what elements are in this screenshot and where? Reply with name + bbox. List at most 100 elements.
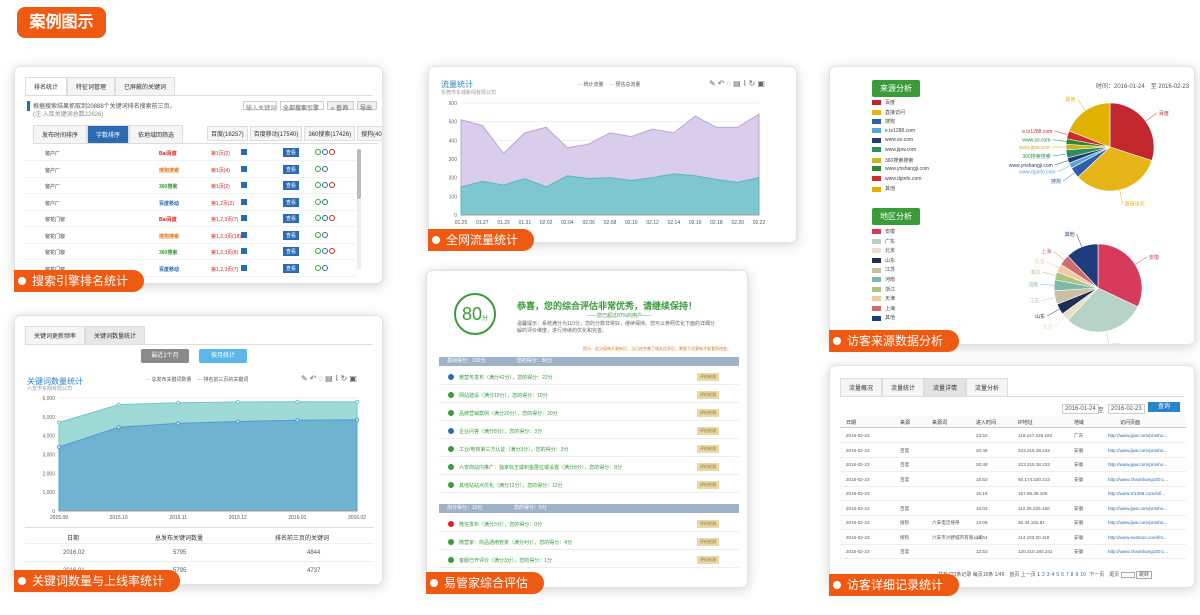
view-button[interactable]: 查看 <box>283 214 300 223</box>
status-circle-icon[interactable] <box>329 182 335 188</box>
status-circle-icon[interactable] <box>322 215 328 221</box>
page-link[interactable]: 3 <box>1046 572 1050 578</box>
snapshot-icon[interactable] <box>241 198 247 205</box>
view-button[interactable]: 查看 <box>283 230 300 240</box>
page-link[interactable]: 8 <box>1070 572 1074 578</box>
evaluate-button[interactable]: 评价检测 <box>697 427 719 435</box>
snapshot-icon[interactable] <box>241 231 247 238</box>
page-link[interactable]: 9 <box>1075 572 1079 578</box>
status-circle-icon[interactable] <box>322 248 328 254</box>
status-circle-icon[interactable] <box>315 182 321 188</box>
status-circle-icon[interactable] <box>329 248 335 254</box>
tab-traffic-stat[interactable]: 流量统计 <box>882 378 925 396</box>
zoom-icon[interactable]: ✎ <box>709 79 718 88</box>
engine-select[interactable]: 全部搜索引擎 <box>280 101 324 112</box>
query-button[interactable]: 查询 <box>1148 402 1180 412</box>
snapshot-icon[interactable] <box>241 264 247 271</box>
table-cell[interactable]: http://www.jipw.com/prosho... <box>1108 462 1168 467</box>
evaluate-button[interactable]: 评价检测 <box>697 463 719 471</box>
zoom-icon[interactable]: ✎ <box>301 374 310 383</box>
tab-sort-region[interactable]: 依地域回筛选 <box>129 125 184 143</box>
table-cell[interactable]: http://www.jipw.com/prosho... <box>1108 433 1168 438</box>
scrollbar-thumb[interactable] <box>357 149 361 199</box>
table-cell[interactable]: http://www.eastooo.com/fro... <box>1108 534 1168 540</box>
page-link[interactable]: 10 <box>1080 572 1086 578</box>
goto-button[interactable]: 跳转 <box>1135 571 1152 579</box>
status-circle-icon[interactable] <box>322 198 328 205</box>
tab-blocked-words[interactable]: 已屏蔽的关键词 <box>115 77 176 95</box>
data-view-icon[interactable]: ▤ <box>325 374 335 383</box>
evaluate-button[interactable]: 评价检测 <box>697 391 719 399</box>
page-link[interactable]: 7 <box>1065 572 1069 578</box>
filter-baidu[interactable]: 百度(16257) <box>207 126 248 141</box>
filter-sogou[interactable]: 搜狗(4062) <box>357 126 382 141</box>
view-button[interactable]: 查看 <box>283 247 300 256</box>
save-icon[interactable]: ▣ <box>757 79 767 88</box>
view-button[interactable]: 查看 <box>283 148 300 157</box>
evaluate-button[interactable]: 评价检测 <box>697 373 719 381</box>
recent-month-button[interactable]: 最近1个月 <box>141 349 189 363</box>
status-circle-icon[interactable] <box>322 149 328 155</box>
evaluate-button[interactable]: 评价检测 <box>697 538 719 546</box>
table-cell[interactable]: http://www.jipw.com/prosho... <box>1108 447 1168 453</box>
snapshot-icon[interactable] <box>241 165 247 172</box>
page-link[interactable]: 6 <box>1061 572 1064 578</box>
page-link[interactable]: 5 <box>1056 572 1060 578</box>
area-zoom-icon[interactable]: ◌ <box>318 374 326 383</box>
status-circle-icon[interactable] <box>322 231 328 238</box>
evaluate-button[interactable]: 评价检测 <box>697 481 719 489</box>
save-icon[interactable]: ▣ <box>349 374 359 383</box>
filter-baidu-mobile[interactable]: 百度移动(17540) <box>249 126 303 141</box>
export-button[interactable]: 导出 <box>357 101 377 112</box>
status-circle-icon[interactable] <box>329 149 335 155</box>
scrollbar[interactable] <box>357 149 361 269</box>
page-link[interactable]: 4 <box>1051 572 1055 578</box>
status-circle-icon[interactable] <box>315 198 321 205</box>
snapshot-icon[interactable] <box>241 149 247 155</box>
page-link[interactable]: 1 <box>1037 572 1040 578</box>
filter-360[interactable]: 360搜索(17426) <box>304 126 356 141</box>
restore-icon[interactable]: ↶ <box>717 79 727 88</box>
view-button[interactable]: 查看 <box>283 263 300 273</box>
refresh-icon[interactable]: ↻ <box>340 374 350 383</box>
tab-sort-time[interactable]: 发布时间排序 <box>33 125 88 143</box>
tab-rank-stats[interactable]: 排名统计 <box>25 77 68 95</box>
monthly-stat-button[interactable]: 按月统计 <box>199 349 247 363</box>
tab-feature-words[interactable]: 特征词管理 <box>67 77 116 95</box>
snapshot-icon[interactable] <box>241 215 247 221</box>
table-cell[interactable]: http://www.jipw.com/prosho... <box>1108 505 1168 511</box>
line-icon[interactable]: ⌇ <box>334 374 341 383</box>
tab-keyword-count[interactable]: 关键词数量统计 <box>85 326 146 344</box>
area-zoom-icon[interactable]: ◌ <box>726 79 734 88</box>
view-button[interactable]: 查看 <box>283 164 300 174</box>
tab-sort-words[interactable]: 字数排序 <box>87 125 130 143</box>
date-from-input[interactable]: 2016-01-24 <box>1062 404 1099 414</box>
table-cell[interactable]: http://www.zhaoshang100.c... <box>1108 476 1169 482</box>
search-button[interactable]: ⌕ 查询 <box>327 101 354 112</box>
table-cell[interactable]: http://www.jipw.com/prosho... <box>1108 520 1168 525</box>
keyword-input[interactable]: 输入关键词 <box>243 101 277 112</box>
data-view-icon[interactable]: ▤ <box>733 79 743 88</box>
date-to-input[interactable]: 2016-02-23 <box>1108 404 1145 414</box>
evaluate-button[interactable]: 评价检测 <box>697 445 719 453</box>
status-circle-icon[interactable] <box>315 149 321 155</box>
line-icon[interactable]: ⌇ <box>742 79 749 88</box>
status-circle-icon[interactable] <box>315 264 321 271</box>
snapshot-icon[interactable] <box>241 182 247 188</box>
evaluate-button[interactable]: 评价检测 <box>697 409 719 417</box>
status-circle-icon[interactable] <box>315 248 321 254</box>
status-circle-icon[interactable] <box>329 215 335 221</box>
tab-traffic-analysis[interactable]: 流量分析 <box>966 378 1009 396</box>
table-cell[interactable]: http://www.tz1288.com/infi... <box>1108 491 1166 496</box>
status-circle-icon[interactable] <box>315 215 321 221</box>
refresh-icon[interactable]: ↻ <box>748 79 758 88</box>
pager-tail[interactable]: 下一页 尾页 <box>1089 572 1120 578</box>
page-link[interactable]: 2 <box>1041 572 1045 578</box>
evaluate-button[interactable]: 评价检测 <box>697 520 719 528</box>
view-button[interactable]: 查看 <box>283 181 300 190</box>
status-circle-icon[interactable] <box>322 182 328 188</box>
table-cell[interactable]: http://www.zhaoshang100.c... <box>1108 549 1169 554</box>
status-circle-icon[interactable] <box>315 165 321 172</box>
snapshot-icon[interactable] <box>241 248 247 254</box>
restore-icon[interactable]: ↶ <box>309 374 319 383</box>
